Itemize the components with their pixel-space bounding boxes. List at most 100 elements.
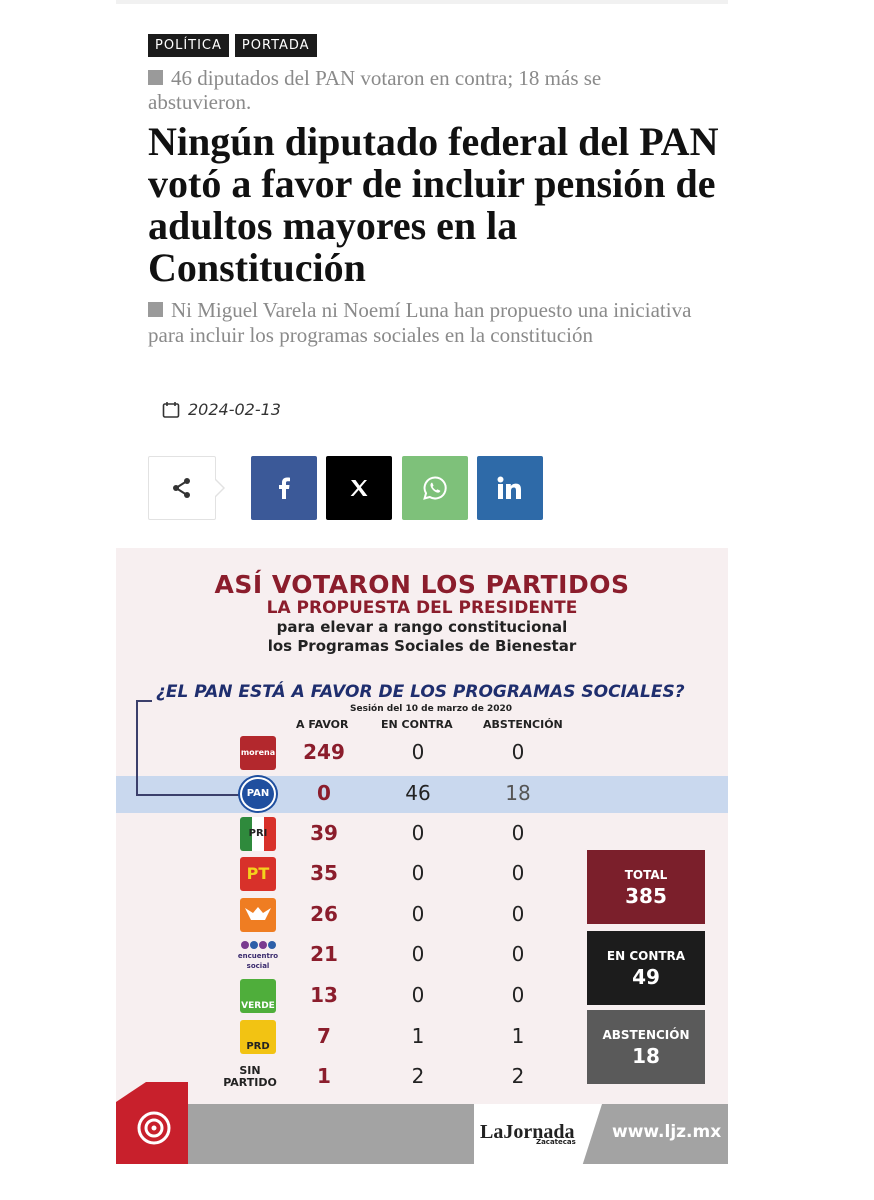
party-name: VERDE — [241, 1001, 275, 1011]
votes-favor: 21 — [310, 942, 338, 966]
linkedin-share-button[interactable] — [477, 456, 543, 520]
article-headline: Ningún diputado federal del PAN votó a f… — [148, 119, 719, 290]
votes-favor: 13 — [310, 983, 338, 1007]
votes-abstencion: 0 — [511, 983, 525, 1007]
bracket-line-top — [136, 700, 152, 702]
votes-contra: 0 — [411, 861, 425, 885]
website-url: www.ljz.mx — [612, 1122, 722, 1142]
abstencion-total-box: ABSTENCIÓN 18 — [587, 1010, 705, 1084]
col-header-abstencion: ABSTENCIÓN — [483, 718, 563, 731]
party-row: PT 35 0 0 — [116, 855, 586, 895]
brand-panel — [474, 1104, 602, 1164]
votes-contra: 0 — [411, 902, 425, 926]
eagle-icon — [245, 907, 271, 920]
pes-logo: encuentro social — [237, 938, 279, 972]
party-name: PRI — [248, 828, 268, 839]
total-box: TOTAL 385 — [587, 850, 705, 924]
mc-logo — [240, 898, 276, 932]
votes-contra: 46 — [405, 781, 431, 805]
verde-logo: VERDE — [240, 979, 276, 1013]
votes-favor: 1 — [317, 1064, 331, 1088]
prd-logo: PRD — [240, 1020, 276, 1054]
contra-total-label: EN CONTRA — [606, 949, 686, 963]
party-name: encuentro social — [237, 952, 279, 970]
votes-contra: 2 — [411, 1064, 425, 1088]
linkedin-icon — [497, 476, 521, 499]
party-name: PAN — [246, 788, 270, 799]
party-row: PRD 7 1 1 — [116, 1018, 586, 1058]
col-header-contra: EN CONTRA — [381, 718, 453, 731]
party-row: PRI 39 0 0 — [116, 815, 586, 855]
date-text: 2024-02-13 — [188, 400, 281, 419]
votes-abstencion: 1 — [511, 1024, 525, 1048]
col-header-favor: A FAVOR — [296, 718, 349, 731]
total-label: TOTAL — [624, 868, 668, 882]
votes-abstencion: 18 — [505, 781, 531, 805]
contra-total-box: EN CONTRA 49 — [587, 931, 705, 1005]
brand-logo: LaJornada — [480, 1121, 575, 1143]
party-row: morena 249 0 0 — [116, 734, 586, 774]
morena-logo: morena — [240, 736, 276, 770]
share-icon — [173, 478, 190, 498]
party-row: 26 0 0 — [116, 896, 586, 936]
votes-favor: 249 — [303, 740, 345, 764]
contra-total-value: 49 — [632, 965, 660, 989]
square-bullet-icon — [148, 70, 163, 85]
party-name: PRD — [246, 1041, 270, 1052]
votes-favor: 0 — [317, 781, 331, 805]
infographic-question: ¿EL PAN ESTÁ A FAVOR DE LOS PROGRAMAS SO… — [156, 682, 685, 702]
description-line-2: los Programas Sociales de Bienestar — [267, 637, 577, 655]
votes-abstencion: 0 — [511, 861, 525, 885]
share-button[interactable] — [148, 456, 216, 520]
category-tags: POLÍTICA PORTADA — [148, 34, 317, 57]
votes-abstencion: 0 — [511, 821, 525, 845]
votes-contra: 1 — [411, 1024, 425, 1048]
votes-contra: 0 — [411, 942, 425, 966]
party-row: VERDE 13 0 0 — [116, 977, 586, 1017]
votes-abstencion: 0 — [511, 902, 525, 926]
x-logo-icon — [350, 480, 368, 496]
votes-contra: 0 — [411, 740, 425, 764]
votes-contra: 0 — [411, 821, 425, 845]
whatsapp-share-button[interactable] — [402, 456, 468, 520]
kicker-text: 46 diputados del PAN votaron en contra; … — [148, 66, 602, 114]
abstencion-total-label: ABSTENCIÓN — [602, 1028, 690, 1042]
votes-favor: 26 — [310, 902, 338, 926]
party-row: SIN PARTIDO 1 2 2 — [116, 1058, 586, 1098]
jornada-emblem-icon — [137, 1111, 171, 1145]
category-politica[interactable]: POLÍTICA — [148, 34, 229, 57]
square-bullet-icon — [148, 302, 163, 317]
article-summary: Ni Miguel Varela ni Noemí Luna han propu… — [148, 298, 708, 348]
publish-date: 2024-02-13 — [162, 400, 281, 419]
whatsapp-icon — [423, 476, 447, 500]
footer-accent — [116, 1082, 188, 1164]
total-value: 385 — [625, 884, 667, 908]
session-date: Sesión del 10 de marzo de 2020 — [350, 704, 513, 714]
votes-abstencion: 0 — [511, 740, 525, 764]
category-portada[interactable]: PORTADA — [234, 34, 317, 57]
party-name: PT — [246, 864, 270, 883]
bracket-line-bottom — [136, 794, 240, 796]
summary-text: Ni Miguel Varela ni Noemí Luna han propu… — [148, 298, 692, 347]
x-share-button[interactable] — [326, 456, 392, 520]
infographic-footer — [116, 1104, 728, 1164]
infographic-title: ASÍ VOTARON LOS PARTIDOS — [214, 570, 630, 599]
share-pointer-inner — [214, 479, 223, 497]
kicker: 46 diputados del PAN votaron en contra; … — [148, 66, 708, 114]
infographic-subtitle: LA PROPUESTA DEL PRESIDENTE — [266, 598, 578, 618]
pan-logo: PAN — [240, 777, 276, 811]
brand-subtitle: Zacatecas — [536, 1138, 576, 1146]
party-row: PAN 0 46 18 — [116, 775, 586, 815]
infographic-description: para elevar a rango constitucional los P… — [116, 618, 728, 656]
bracket-line — [136, 700, 138, 795]
facebook-share-button[interactable] — [251, 456, 317, 520]
abstencion-total-value: 18 — [632, 1044, 660, 1068]
votes-favor: 35 — [310, 861, 338, 885]
top-divider — [116, 0, 728, 4]
votes-abstencion: 0 — [511, 942, 525, 966]
votes-contra: 0 — [411, 983, 425, 1007]
facebook-icon — [279, 477, 290, 499]
party-row: encuentro social 21 0 0 — [116, 936, 586, 976]
pri-logo: PRI — [240, 817, 276, 851]
votes-favor: 39 — [310, 821, 338, 845]
